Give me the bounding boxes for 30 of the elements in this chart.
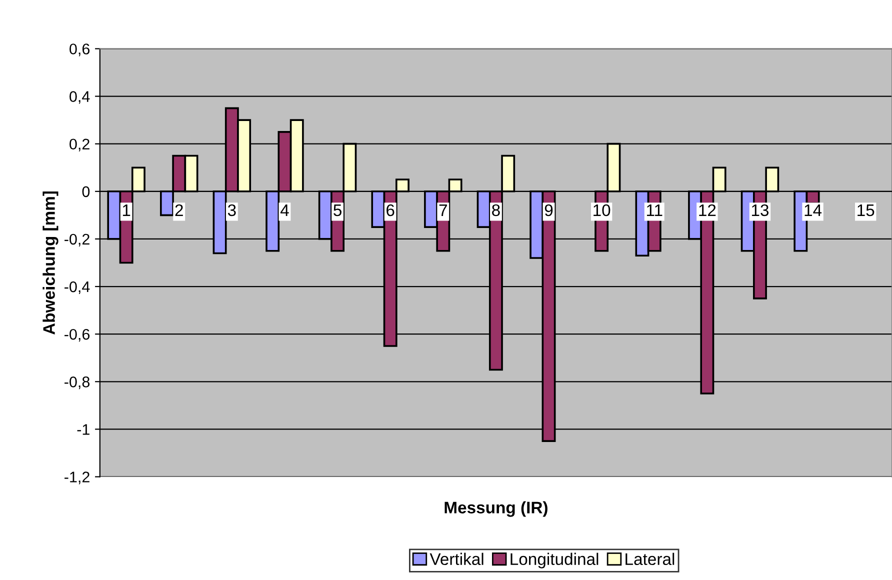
x-tick-label: 7 — [439, 204, 447, 216]
x-tick-label: 2 — [175, 204, 183, 216]
x-tick-label: 11 — [646, 204, 662, 216]
x-tick-label: 14 — [804, 204, 822, 216]
y-tick-label: -0,4 — [64, 281, 90, 294]
x-tick-label: 15 — [858, 204, 874, 216]
y-tick-label: -0,8 — [64, 376, 90, 390]
x-tick-label: 9 — [544, 204, 553, 216]
legend-label: Lateral — [626, 552, 674, 566]
y-tick-label: -1 — [77, 424, 90, 435]
y-tick-label: -0,2 — [64, 234, 90, 246]
x-tick-label: 4 — [280, 204, 289, 216]
x-tick-label: 5 — [334, 204, 342, 216]
y-axis-title: Abweichung [mm] — [42, 191, 58, 335]
x-tick-label: 3 — [228, 204, 236, 216]
x-tick-label: 13 — [752, 204, 769, 216]
y-tick-label: 0,6 — [70, 44, 90, 56]
x-tick-label: 8 — [492, 204, 500, 216]
x-tick-label: 1 — [122, 204, 130, 216]
y-tick-label: -0,6 — [64, 328, 90, 342]
legend-label: Longitudinal — [510, 552, 598, 568]
legend-label: Vertikal — [430, 552, 484, 566]
x-tick-label: 10 — [594, 204, 610, 216]
x-tick-label: 12 — [699, 204, 716, 216]
y-tick-label: 0,2 — [70, 138, 90, 152]
y-tick-label: 0,4 — [70, 91, 90, 104]
x-axis-title: Messung (IR) — [444, 501, 548, 517]
y-tick-label: 0 — [82, 186, 90, 198]
x-tick-label: 6 — [386, 204, 394, 216]
y-tick-label: -1,2 — [64, 472, 90, 484]
